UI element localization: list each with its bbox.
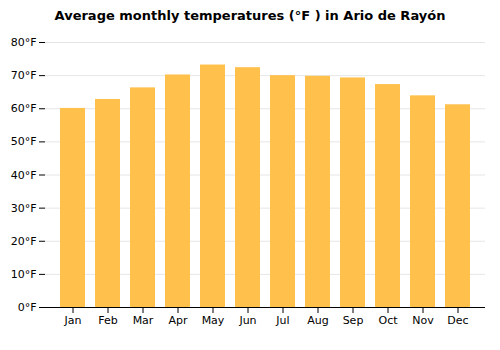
svg-text:70°F: 70°F [11, 69, 37, 82]
svg-text:Nov: Nov [412, 314, 434, 327]
svg-text:Jun: Jun [238, 314, 256, 327]
svg-text:Dec: Dec [447, 314, 468, 327]
svg-text:40°F: 40°F [11, 169, 37, 182]
svg-text:0°F: 0°F [18, 301, 37, 314]
svg-text:Oct: Oct [378, 314, 398, 327]
svg-text:Mar: Mar [133, 314, 154, 327]
svg-text:20°F: 20°F [11, 235, 37, 248]
svg-text:Sep: Sep [343, 314, 364, 327]
svg-text:60°F: 60°F [11, 102, 37, 115]
svg-text:Apr: Apr [168, 314, 188, 327]
svg-text:Jan: Jan [64, 314, 82, 327]
svg-text:50°F: 50°F [11, 135, 37, 148]
svg-text:May: May [202, 314, 225, 327]
svg-text:Jul: Jul [275, 314, 289, 327]
svg-text:Feb: Feb [98, 314, 117, 327]
svg-text:80°F: 80°F [11, 36, 37, 49]
html-text:Average monthly temperatures (: Average monthly temperatures (°F ) in Ar… [54, 8, 446, 23]
svg-text:10°F: 10°F [11, 268, 37, 281]
svg-text:Aug: Aug [307, 314, 328, 327]
svg-text:30°F: 30°F [11, 202, 37, 215]
